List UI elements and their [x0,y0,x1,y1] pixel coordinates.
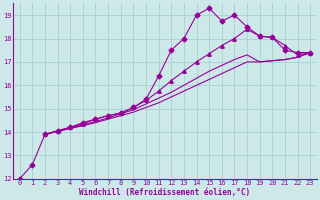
X-axis label: Windchill (Refroidissement éolien,°C): Windchill (Refroidissement éolien,°C) [79,188,251,197]
